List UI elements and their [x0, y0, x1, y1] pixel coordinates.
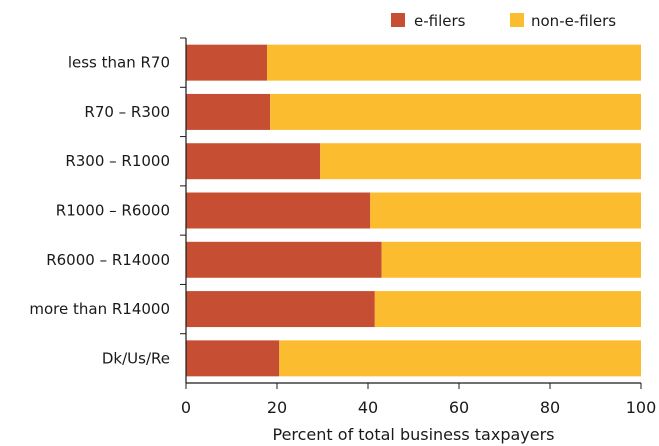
category-label: Dk/Us/Re: [102, 349, 170, 367]
legend: e-filers non-e-filers: [391, 12, 616, 30]
bar-non-e-filers-6: [279, 340, 641, 377]
category-label: more than R14000: [29, 300, 170, 318]
x-tick-label: 0: [181, 398, 191, 417]
category-label: R6000 – R14000: [46, 251, 170, 269]
x-tick-label: 80: [540, 398, 560, 417]
x-tick-label: 40: [358, 398, 378, 417]
category-label: R1000 – R6000: [56, 202, 170, 220]
bar-non-e-filers-3: [370, 192, 641, 229]
bar-e-filers-0: [186, 44, 267, 81]
x-tick-label: 100: [626, 398, 657, 417]
x-tick-label: 20: [267, 398, 287, 417]
bar-e-filers-2: [186, 143, 321, 180]
bar-e-filers-5: [186, 291, 375, 328]
bar-non-e-filers-5: [374, 291, 641, 328]
legend-swatch-e-filers: [391, 13, 405, 27]
bars-group: [186, 44, 641, 377]
legend-label-e-filers: e-filers: [414, 12, 466, 30]
legend-label-non-e-filers: non-e-filers: [531, 12, 616, 30]
bar-non-e-filers-4: [381, 241, 641, 278]
bar-e-filers-1: [186, 93, 271, 130]
bar-non-e-filers-0: [266, 44, 641, 81]
legend-swatch-non-e-filers: [510, 13, 524, 27]
x-axis-title: Percent of total business taxpayers: [272, 425, 554, 444]
bar-e-filers-3: [186, 192, 371, 229]
bar-non-e-filers-2: [320, 143, 641, 180]
bar-non-e-filers-1: [270, 93, 641, 130]
category-label: R300 – R1000: [65, 152, 170, 170]
category-label: less than R70: [68, 54, 170, 72]
category-labels: less than R70 R70 – R300 R300 – R1000 R1000…: [29, 37, 186, 367]
bar-e-filers-6: [186, 340, 280, 377]
x-axis-ticks: 0 20 40 60 80 100: [181, 383, 656, 417]
bar-e-filers-4: [186, 241, 382, 278]
category-label: R70 – R300: [84, 103, 170, 121]
x-tick-label: 60: [449, 398, 469, 417]
